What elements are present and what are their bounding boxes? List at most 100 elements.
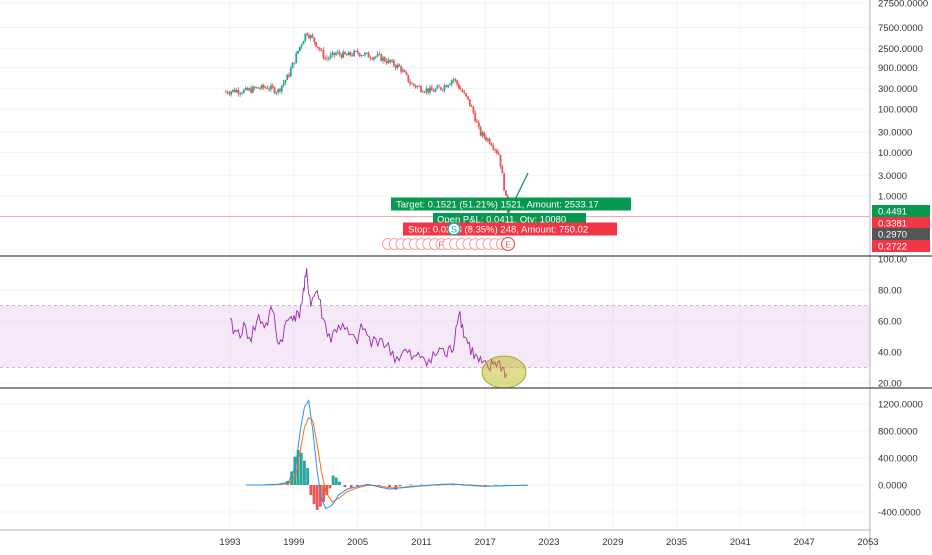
macd-histogram-bar[interactable] xyxy=(290,471,294,486)
macd-histogram-bar[interactable] xyxy=(306,468,310,485)
macd-histogram-bar[interactable] xyxy=(494,484,498,486)
candle[interactable] xyxy=(418,86,421,87)
candle[interactable] xyxy=(470,105,473,108)
candle[interactable] xyxy=(411,83,413,85)
candle[interactable] xyxy=(322,49,325,59)
candle[interactable] xyxy=(461,89,464,93)
candle[interactable] xyxy=(273,87,276,94)
candle[interactable] xyxy=(416,86,419,88)
macd-histogram-bar[interactable] xyxy=(296,449,300,485)
candle[interactable] xyxy=(436,86,439,89)
candle[interactable] xyxy=(463,92,466,94)
candle[interactable] xyxy=(349,52,352,56)
candle[interactable] xyxy=(336,52,339,54)
candle[interactable] xyxy=(318,47,321,50)
candle[interactable] xyxy=(421,91,424,93)
candle[interactable] xyxy=(250,88,252,93)
macd-histogram-bar[interactable] xyxy=(398,485,402,487)
candle[interactable] xyxy=(342,51,345,58)
candle[interactable] xyxy=(403,70,406,73)
candle[interactable] xyxy=(373,57,375,60)
candle[interactable] xyxy=(420,86,422,92)
candle[interactable] xyxy=(291,62,294,69)
candle[interactable] xyxy=(329,54,332,59)
candle[interactable] xyxy=(315,41,318,47)
candle[interactable] xyxy=(253,86,256,89)
candle[interactable] xyxy=(268,88,271,90)
candle[interactable] xyxy=(248,88,251,91)
candle[interactable] xyxy=(380,54,383,61)
candle[interactable] xyxy=(439,87,442,90)
candle[interactable] xyxy=(354,50,357,52)
candle[interactable] xyxy=(333,52,336,56)
candle[interactable] xyxy=(445,85,448,88)
candle[interactable] xyxy=(313,37,316,42)
marker-s-circle[interactable] xyxy=(447,222,461,236)
candle[interactable] xyxy=(307,35,310,39)
candle[interactable] xyxy=(264,87,267,89)
target-label-bg[interactable] xyxy=(391,197,631,211)
macd-histogram-bar[interactable] xyxy=(451,484,455,486)
candle[interactable] xyxy=(389,59,392,62)
macd-histogram-bar[interactable] xyxy=(420,484,423,486)
candle[interactable] xyxy=(259,88,261,90)
candle[interactable] xyxy=(241,92,243,94)
candle[interactable] xyxy=(387,59,390,64)
candle[interactable] xyxy=(476,121,478,123)
macd-histogram-bar[interactable] xyxy=(318,485,322,507)
candle[interactable] xyxy=(362,55,365,57)
candle[interactable] xyxy=(479,126,482,136)
candle[interactable] xyxy=(344,51,346,55)
candle[interactable] xyxy=(270,85,272,90)
candle[interactable] xyxy=(474,112,477,122)
candle[interactable] xyxy=(447,85,449,88)
candle[interactable] xyxy=(448,84,451,86)
macd-histogram-bar[interactable] xyxy=(325,485,329,496)
candle[interactable] xyxy=(246,88,249,91)
candle[interactable] xyxy=(298,46,301,52)
candle[interactable] xyxy=(494,149,496,151)
candle[interactable] xyxy=(286,74,289,81)
candle[interactable] xyxy=(347,52,350,56)
macd-histogram-bar[interactable] xyxy=(356,485,359,487)
candle[interactable] xyxy=(488,138,491,144)
candle[interactable] xyxy=(331,52,334,55)
candle[interactable] xyxy=(400,66,402,72)
candle[interactable] xyxy=(412,83,415,86)
candle[interactable] xyxy=(430,87,433,91)
candle[interactable] xyxy=(242,89,245,93)
candle[interactable] xyxy=(284,80,287,83)
candle[interactable] xyxy=(255,87,258,89)
candle[interactable] xyxy=(486,138,489,141)
candle[interactable] xyxy=(277,89,280,93)
candle[interactable] xyxy=(228,93,231,95)
macd-histogram-bar[interactable] xyxy=(483,485,487,486)
candle[interactable] xyxy=(364,53,366,56)
candle[interactable] xyxy=(505,190,507,196)
candle[interactable] xyxy=(429,87,431,93)
candle[interactable] xyxy=(358,53,361,57)
candle[interactable] xyxy=(340,54,343,58)
candle[interactable] xyxy=(345,54,348,56)
candle[interactable] xyxy=(365,52,368,54)
macd-histogram-bar[interactable] xyxy=(388,485,391,488)
macd-histogram-bar[interactable] xyxy=(328,485,332,489)
candle[interactable] xyxy=(385,61,388,64)
candle[interactable] xyxy=(468,99,471,106)
candle[interactable] xyxy=(251,86,254,93)
pnl-label-bg[interactable] xyxy=(433,213,586,225)
candle[interactable] xyxy=(394,65,397,68)
candle[interactable] xyxy=(501,166,504,174)
candle[interactable] xyxy=(266,87,269,89)
candle[interactable] xyxy=(289,68,292,77)
candle[interactable] xyxy=(409,81,412,84)
candle[interactable] xyxy=(244,88,247,90)
candle[interactable] xyxy=(338,52,341,55)
candle[interactable] xyxy=(438,86,440,88)
candle[interactable] xyxy=(279,89,281,92)
candle[interactable] xyxy=(317,46,319,48)
candle[interactable] xyxy=(495,150,498,154)
candle[interactable] xyxy=(226,91,229,94)
macd-histogram-bar[interactable] xyxy=(338,481,341,485)
candle[interactable] xyxy=(237,89,240,94)
